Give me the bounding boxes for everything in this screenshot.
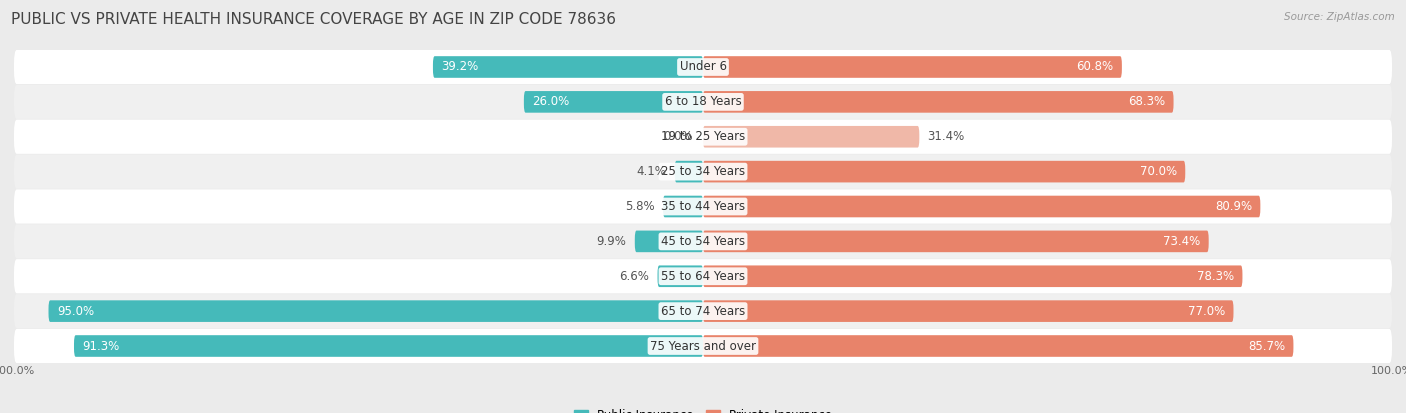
FancyBboxPatch shape xyxy=(14,50,1392,84)
Text: 60.8%: 60.8% xyxy=(1077,60,1114,74)
Text: 45 to 54 Years: 45 to 54 Years xyxy=(661,235,745,248)
Text: 91.3%: 91.3% xyxy=(83,339,120,353)
Text: 55 to 64 Years: 55 to 64 Years xyxy=(661,270,745,283)
FancyBboxPatch shape xyxy=(14,120,1392,154)
Text: 73.4%: 73.4% xyxy=(1163,235,1201,248)
Text: 6 to 18 Years: 6 to 18 Years xyxy=(665,95,741,108)
FancyBboxPatch shape xyxy=(14,259,1392,293)
FancyBboxPatch shape xyxy=(433,56,703,78)
FancyBboxPatch shape xyxy=(664,196,703,217)
FancyBboxPatch shape xyxy=(703,300,1233,322)
Text: 77.0%: 77.0% xyxy=(1188,305,1225,318)
Text: 4.1%: 4.1% xyxy=(637,165,666,178)
FancyBboxPatch shape xyxy=(14,224,1392,259)
FancyBboxPatch shape xyxy=(524,91,703,113)
Text: 9.9%: 9.9% xyxy=(596,235,627,248)
Text: Under 6: Under 6 xyxy=(679,60,727,74)
FancyBboxPatch shape xyxy=(658,266,703,287)
FancyBboxPatch shape xyxy=(14,190,1392,223)
FancyBboxPatch shape xyxy=(14,85,1392,119)
Text: 5.8%: 5.8% xyxy=(626,200,655,213)
FancyBboxPatch shape xyxy=(703,335,1294,357)
FancyBboxPatch shape xyxy=(703,91,1174,113)
FancyBboxPatch shape xyxy=(703,126,920,147)
Text: 35 to 44 Years: 35 to 44 Years xyxy=(661,200,745,213)
FancyBboxPatch shape xyxy=(75,335,703,357)
FancyBboxPatch shape xyxy=(703,230,1209,252)
Text: 26.0%: 26.0% xyxy=(531,95,569,108)
Text: 75 Years and over: 75 Years and over xyxy=(650,339,756,353)
Legend: Public Insurance, Private Insurance: Public Insurance, Private Insurance xyxy=(569,404,837,413)
Text: 70.0%: 70.0% xyxy=(1140,165,1177,178)
Text: 25 to 34 Years: 25 to 34 Years xyxy=(661,165,745,178)
Text: 95.0%: 95.0% xyxy=(56,305,94,318)
Text: 65 to 74 Years: 65 to 74 Years xyxy=(661,305,745,318)
Text: 0.0%: 0.0% xyxy=(664,130,693,143)
FancyBboxPatch shape xyxy=(14,329,1392,363)
FancyBboxPatch shape xyxy=(703,266,1243,287)
FancyBboxPatch shape xyxy=(14,294,1392,328)
FancyBboxPatch shape xyxy=(703,161,1185,183)
Text: 6.6%: 6.6% xyxy=(620,270,650,283)
Text: PUBLIC VS PRIVATE HEALTH INSURANCE COVERAGE BY AGE IN ZIP CODE 78636: PUBLIC VS PRIVATE HEALTH INSURANCE COVER… xyxy=(11,12,616,27)
Text: 19 to 25 Years: 19 to 25 Years xyxy=(661,130,745,143)
Text: 39.2%: 39.2% xyxy=(441,60,478,74)
Text: 85.7%: 85.7% xyxy=(1249,339,1285,353)
Text: 80.9%: 80.9% xyxy=(1215,200,1253,213)
FancyBboxPatch shape xyxy=(48,300,703,322)
FancyBboxPatch shape xyxy=(675,161,703,183)
FancyBboxPatch shape xyxy=(703,56,1122,78)
Text: 31.4%: 31.4% xyxy=(928,130,965,143)
Text: 78.3%: 78.3% xyxy=(1197,270,1234,283)
Text: 68.3%: 68.3% xyxy=(1128,95,1166,108)
FancyBboxPatch shape xyxy=(703,196,1260,217)
FancyBboxPatch shape xyxy=(14,154,1392,189)
FancyBboxPatch shape xyxy=(634,230,703,252)
Text: Source: ZipAtlas.com: Source: ZipAtlas.com xyxy=(1284,12,1395,22)
